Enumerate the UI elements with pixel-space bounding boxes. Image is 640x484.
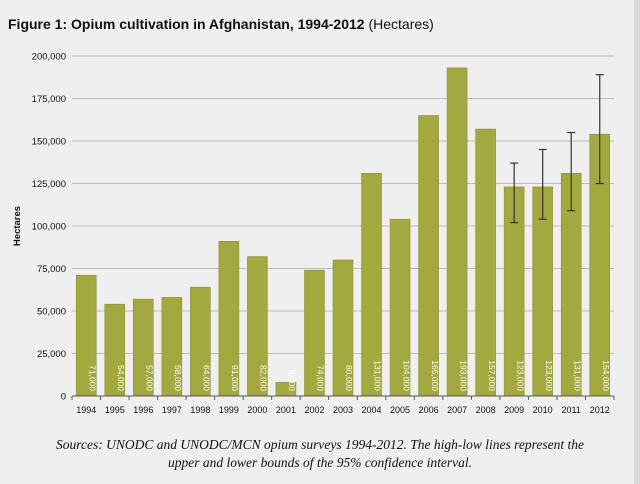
x-tick-label: 1996 (133, 405, 153, 415)
bar-chart: 0 25,000 50,000 75,000 100,000 125,000 150,000… (12, 52, 615, 415)
x-tick-label: 1997 (162, 405, 182, 415)
x-tick-label: 2009 (504, 405, 524, 415)
page-edge (634, 0, 640, 484)
bar (418, 115, 439, 397)
bar-value-label: 64,000 (202, 365, 212, 391)
bar-value-label: 123,000 (515, 360, 525, 391)
bar-value-label: 80,000 (344, 365, 354, 391)
y-tick-label: 150,000 (32, 137, 66, 148)
y-axis-label: Hectares (12, 206, 23, 246)
bar-value-label: 74,000 (316, 365, 326, 391)
x-tick-label: 2003 (333, 405, 353, 415)
bar-value-label: 131,000 (373, 360, 383, 391)
bar-value-label: 58,000 (173, 365, 183, 391)
y-tick-label: 175,000 (32, 94, 66, 105)
x-tick-label: 2012 (590, 405, 610, 415)
caption-line-1: Sources: UNODC and UNODC/MCN opium surve… (56, 437, 584, 452)
bar-value-label: 123,000 (544, 360, 554, 391)
y-tick-label: 25,000 (37, 349, 66, 360)
bar-value-label: 54,000 (116, 365, 126, 391)
x-tick-label: 2008 (476, 405, 496, 415)
bar-value-label: 82,000 (259, 365, 269, 391)
y-tick-label: 50,000 (37, 307, 66, 318)
bar-value-label: 131,000 (572, 360, 582, 391)
x-tick-label: 2011 (562, 405, 581, 415)
x-tick-label: 2006 (419, 405, 439, 415)
bar (446, 67, 468, 397)
y-tick-label: 125,000 (32, 179, 66, 190)
bar-value-label: 57,000 (145, 365, 155, 391)
x-tick-label: 2007 (447, 405, 467, 415)
x-tick-label: 2005 (390, 405, 410, 415)
bar (475, 128, 496, 397)
x-tick-label: 1994 (76, 405, 96, 415)
y-tick-label: 75,000 (37, 264, 66, 275)
bar-value-label: 193,000 (458, 360, 468, 391)
x-tick-label: 2000 (247, 405, 267, 415)
bar-value-label: 8,000 (287, 370, 297, 392)
bar-value-label: 71,000 (87, 365, 97, 391)
y-tick-label: 100,000 (32, 222, 66, 233)
chart-caption: Sources: UNODC and UNODC/MCN opium surve… (0, 436, 640, 472)
bar-value-label: 91,000 (230, 365, 240, 391)
x-tick-label: 1998 (190, 405, 210, 415)
y-tick-label: 200,000 (32, 52, 66, 63)
y-tick-label: 0 (61, 392, 66, 403)
x-tick-label: 1995 (105, 405, 125, 415)
bar-value-label: 165,000 (430, 360, 440, 391)
bar-value-label: 157,000 (487, 360, 497, 391)
caption-line-2: upper and lower bounds of the 95% confid… (167, 455, 473, 470)
x-tick-label: 2002 (304, 405, 324, 415)
x-tick-label: 1999 (219, 405, 239, 415)
x-tick-label: 2010 (533, 405, 553, 415)
x-tick-label: 2004 (362, 405, 382, 415)
chart-title-main: Figure 1: Opium cultivation in Afghanist… (8, 16, 365, 32)
bar-value-label: 104,000 (401, 360, 411, 391)
chart-title: Figure 1: Opium cultivation in Afghanist… (8, 16, 434, 32)
bar-value-label: 154,000 (601, 360, 611, 391)
chart-title-unit: (Hectares) (368, 16, 434, 32)
x-tick-label: 2001 (276, 405, 296, 415)
